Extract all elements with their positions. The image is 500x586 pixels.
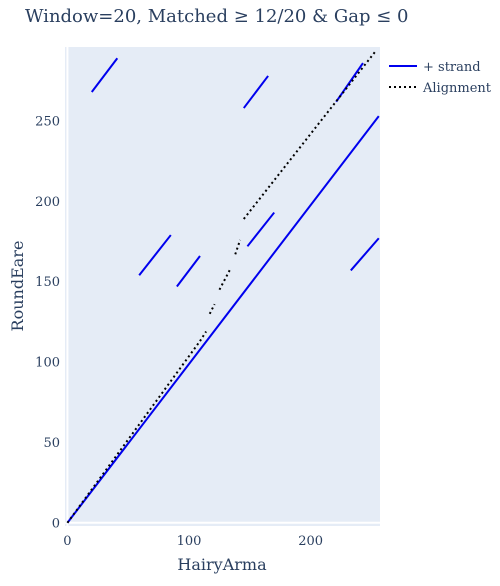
strand-segment [66, 115, 380, 524]
x-tick-label: 200 [298, 534, 323, 549]
strand-segment [335, 62, 364, 103]
y-tick-label: 150 [35, 275, 60, 290]
y-axis: 0 50 100 150 200 250 [35, 114, 60, 531]
x-tick-label: 0 [63, 534, 71, 549]
legend: + strand Alignment [389, 60, 492, 96]
y-tick-label: 200 [35, 195, 60, 210]
y-tick-label: 250 [35, 114, 60, 129]
series-plus-strand [66, 57, 380, 524]
legend-label: Alignment [422, 81, 492, 96]
chart-marks [65, 47, 380, 526]
alignment-segment [218, 268, 232, 291]
x-tick-label: 100 [177, 534, 202, 549]
alignment-segment [242, 49, 378, 220]
strand-segment [138, 234, 172, 276]
plot-area [65, 47, 380, 526]
alignment-segment [199, 330, 207, 342]
chart-title: Window=20, Matched ≥ 12/20 & Gap ≤ 0 [25, 6, 409, 27]
x-axis: 0 100 200 [63, 534, 323, 549]
strand-segment [176, 255, 201, 288]
y-tick-label: 0 [52, 516, 60, 531]
y-axis-title: RoundEare [8, 241, 27, 332]
x-axis-title: HairyArma [177, 555, 267, 574]
y-tick-label: 50 [43, 436, 60, 451]
alignment-segment [66, 342, 200, 524]
series-alignment [66, 49, 378, 524]
strand-segment [242, 75, 269, 109]
strand-segment [90, 57, 119, 93]
strand-segment [350, 237, 380, 272]
alignment-segment [208, 303, 216, 315]
legend-label: + strand [423, 60, 481, 75]
y-tick-label: 100 [35, 356, 60, 371]
strand-segment [246, 211, 275, 247]
